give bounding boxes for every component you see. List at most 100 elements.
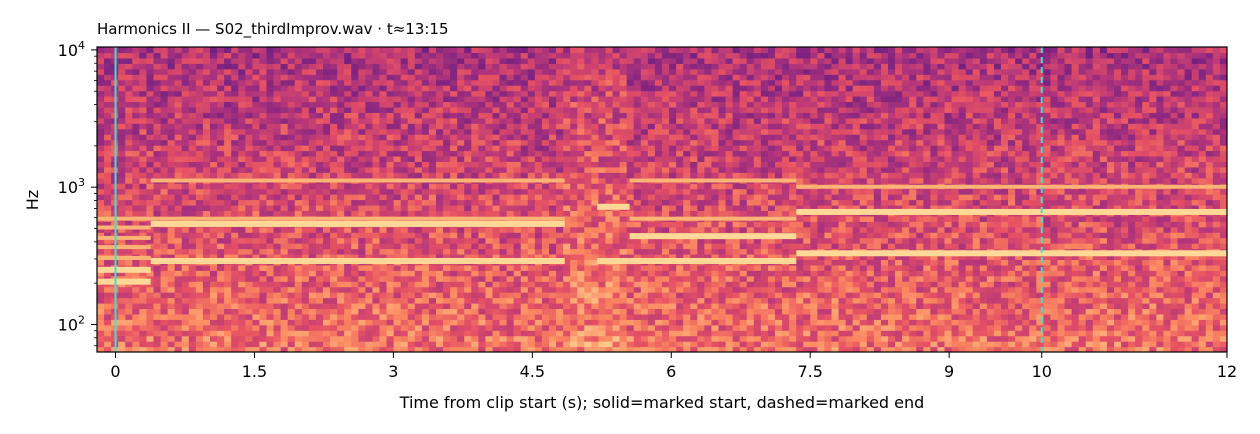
heat-cell xyxy=(654,313,663,320)
heat-cell xyxy=(647,155,656,162)
heat-cell xyxy=(393,161,402,168)
heat-cell xyxy=(146,346,155,352)
heat-cell xyxy=(195,210,204,217)
heat-cell xyxy=(647,243,656,250)
heat-cell xyxy=(485,139,494,146)
heat-cell xyxy=(224,85,232,92)
heat-cell xyxy=(181,243,190,250)
heat-cell xyxy=(619,112,628,119)
heat-cell xyxy=(549,292,557,299)
heat-cell xyxy=(315,155,324,162)
heat-cell xyxy=(676,243,684,250)
heat-cell xyxy=(598,286,607,293)
heat-cell xyxy=(520,123,529,130)
heat-cell xyxy=(202,243,211,250)
heat-cell xyxy=(499,302,508,310)
heat-cell xyxy=(619,128,628,135)
heat-cell xyxy=(654,106,663,113)
heat-cell xyxy=(697,74,705,81)
heat-cell xyxy=(584,275,592,282)
heat-cell xyxy=(379,308,388,315)
heat-cell xyxy=(118,308,126,315)
heat-cell xyxy=(315,79,324,86)
heat-cell xyxy=(647,183,656,190)
heat-cell xyxy=(287,68,296,75)
heat-cell xyxy=(520,145,529,152)
heat-cell xyxy=(379,128,388,135)
heat-cell xyxy=(414,237,423,244)
heat-cell xyxy=(534,166,543,173)
heat-cell xyxy=(301,243,310,250)
heat-cell xyxy=(527,74,536,81)
heat-cell xyxy=(697,117,705,124)
heat-cell xyxy=(676,161,684,168)
heat-cell xyxy=(647,145,656,152)
heat-cell xyxy=(626,221,635,228)
heat-cell xyxy=(527,292,536,299)
heat-cell xyxy=(577,286,585,293)
heat-cell xyxy=(549,210,557,217)
heat-cell xyxy=(654,292,663,299)
heat-cell xyxy=(414,68,423,75)
heat-cell xyxy=(294,226,303,233)
heat-cell xyxy=(386,155,395,162)
heat-cell xyxy=(683,199,691,206)
heat-cell xyxy=(231,243,239,250)
heat-cell xyxy=(683,161,691,168)
heat-cell xyxy=(492,297,501,304)
heat-cell xyxy=(210,226,218,233)
heat-cell xyxy=(181,226,190,233)
heat-cell xyxy=(619,253,628,261)
heat-cell xyxy=(174,166,183,173)
heat-cell xyxy=(443,155,451,162)
heat-cell xyxy=(181,128,190,135)
heat-cell xyxy=(167,85,176,92)
heat-cell xyxy=(104,134,112,141)
heat-cell xyxy=(104,204,112,211)
heat-cell xyxy=(457,117,465,124)
heat-cell xyxy=(549,139,557,146)
heat-cell xyxy=(393,85,402,92)
heat-cell xyxy=(428,248,437,255)
heat-cell xyxy=(344,243,352,250)
heat-cell xyxy=(202,237,211,244)
heat-cell xyxy=(612,210,621,217)
heat-cell xyxy=(669,183,677,190)
heat-cell xyxy=(421,172,430,179)
heat-cell xyxy=(556,172,564,179)
heat-cell xyxy=(471,134,479,141)
heat-cell xyxy=(421,330,430,337)
heat-cell xyxy=(167,270,176,277)
heat-cell xyxy=(471,79,479,86)
heat-cell xyxy=(683,308,691,315)
heat-cell xyxy=(534,275,543,282)
heat-cell xyxy=(315,319,324,326)
heat-cell xyxy=(598,243,607,250)
heat-cell xyxy=(464,264,472,271)
heat-cell xyxy=(287,161,296,168)
heat-cell xyxy=(464,57,472,64)
heat-cell xyxy=(188,128,197,135)
heat-cell xyxy=(125,85,133,92)
heat-cell xyxy=(457,248,465,255)
heat-cell xyxy=(372,155,381,162)
heat-cell xyxy=(443,188,451,195)
heat-cell xyxy=(520,183,529,190)
heat-cell xyxy=(365,106,374,113)
heat-cell xyxy=(647,101,656,108)
heat-cell xyxy=(217,248,225,255)
heat-cell xyxy=(97,330,105,337)
heat-cell xyxy=(563,215,571,222)
heat-cell xyxy=(308,237,317,244)
heat-cell xyxy=(104,319,112,326)
heat-cell xyxy=(407,264,416,271)
heat-cell xyxy=(436,248,444,255)
heat-cell xyxy=(598,232,607,239)
heat-cell xyxy=(139,166,148,173)
heat-cell xyxy=(125,324,133,331)
heat-cell xyxy=(556,161,564,168)
heat-cell xyxy=(125,57,133,64)
heat-cell xyxy=(301,226,310,233)
heat-cell xyxy=(421,210,430,217)
heat-cell xyxy=(97,221,105,228)
